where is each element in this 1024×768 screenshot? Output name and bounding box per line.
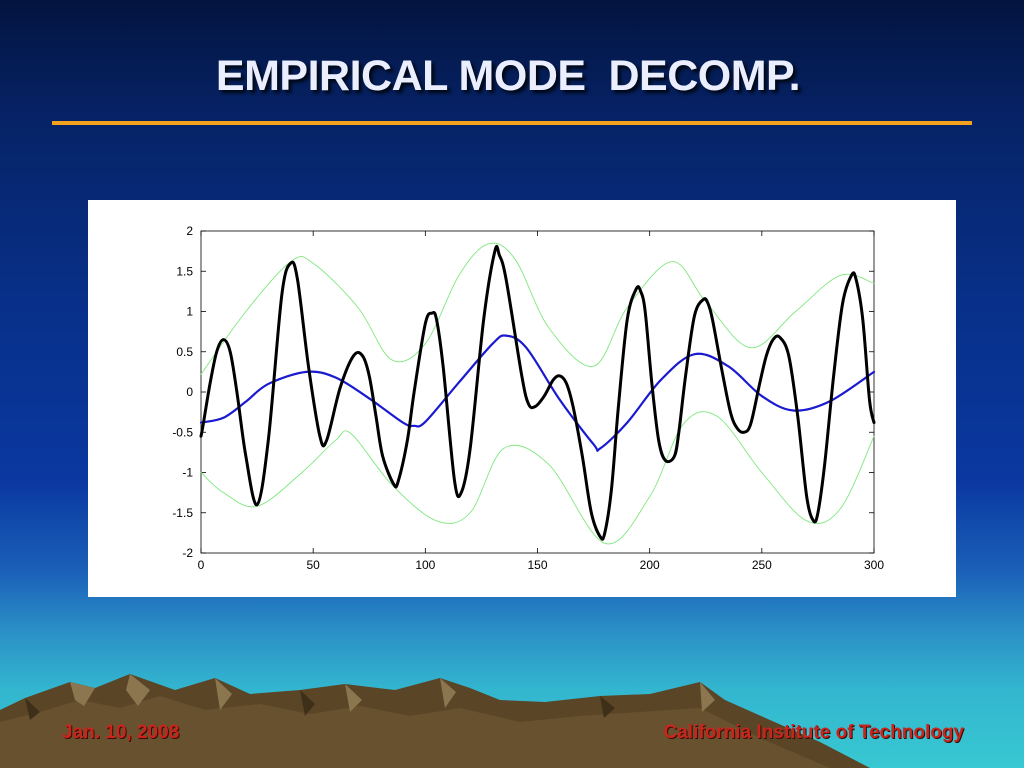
- y-tick-label: -1: [182, 466, 193, 480]
- footer-institution: California Institute of Technology: [663, 722, 964, 743]
- title-rule: [52, 121, 972, 125]
- x-tick-label: 0: [198, 558, 205, 572]
- x-tick-label: 150: [527, 558, 547, 572]
- emd-chart: 0 50 100 150 200 250 300 2 1.5 1 0.5 0 -0.5 -1 -1.5 -2: [172, 224, 884, 572]
- tick-label-layer: 0 50 100 150 200 250 300 2 1.5 1 0.5 0 -0.5 -1 -1.5 -2: [172, 224, 884, 572]
- y-tick-label: 1.5: [176, 264, 193, 278]
- y-tick-label: 0: [186, 385, 193, 399]
- signal-line: [199, 244, 876, 541]
- y-tick-label: 2: [186, 224, 193, 238]
- signal-layer: [199, 244, 876, 541]
- slide-title: EMPIRICAL MODE DECOMP.: [215, 52, 801, 100]
- envelope-layer: [200, 242, 875, 545]
- x-tick-label: 200: [640, 558, 660, 572]
- y-tick-label: -0.5: [172, 425, 193, 439]
- x-tick-label: 300: [864, 558, 884, 572]
- y-tick-label: -1.5: [172, 506, 193, 520]
- mean-line: [199, 334, 876, 452]
- footer-date: Jan. 10, 2008: [62, 722, 180, 743]
- x-tick-label: 250: [752, 558, 772, 572]
- x-tick-label: 100: [415, 558, 435, 572]
- plot-frame: [200, 230, 875, 554]
- mean-layer: [199, 334, 876, 452]
- axes-layer: [200, 230, 875, 554]
- y-tick-label: 1: [186, 305, 193, 319]
- lower-envelope-line: [200, 411, 875, 545]
- mountain-range-decoration: [0, 674, 870, 768]
- upper-envelope-line: [200, 242, 875, 375]
- y-tick-label: -2: [182, 546, 193, 560]
- chart-panel: 0 50 100 150 200 250 300 2 1.5 1 0.5 0 -0.5 -1 -1.5 -2: [88, 200, 956, 597]
- y-tick-label: 0.5: [176, 345, 193, 359]
- x-tick-label: 50: [306, 558, 320, 572]
